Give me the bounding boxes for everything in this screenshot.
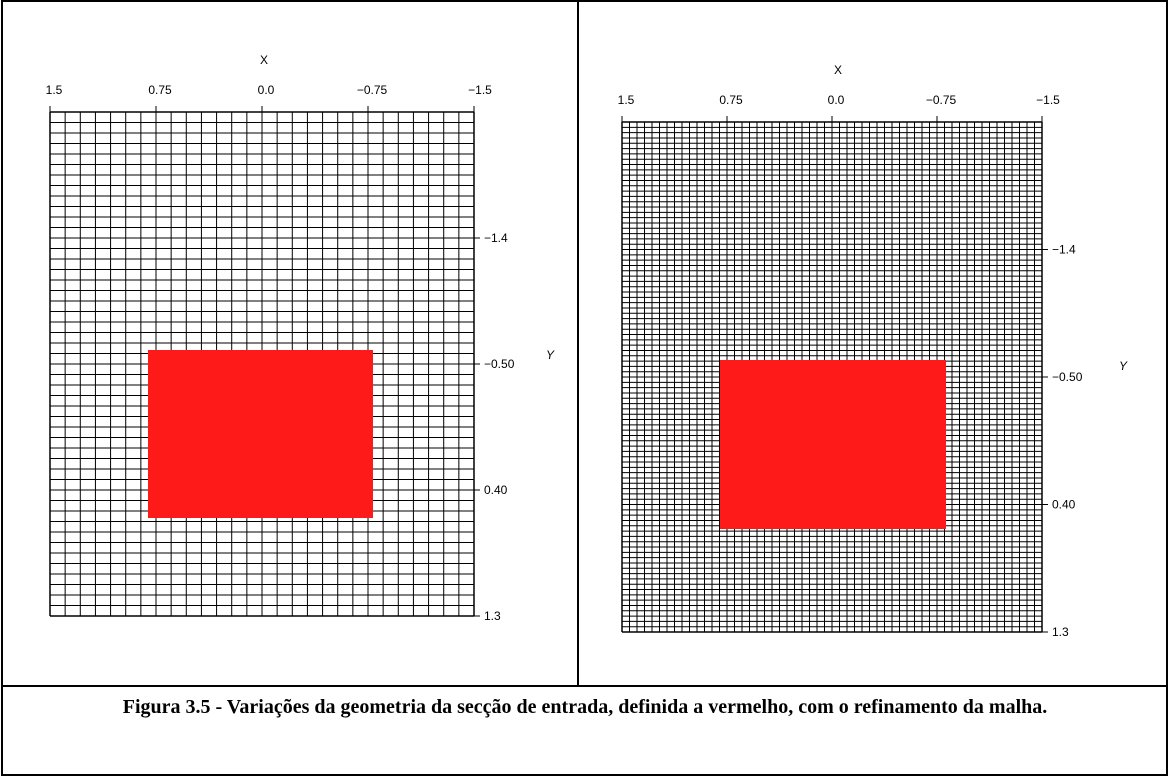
frame-bottom-border [1,774,1168,776]
x-tick-label: 0.0 [258,83,275,97]
mesh-plot-coarse: X Y 1.5 0.75 0.0 −0.75 −1.5 −1.4 −0.50 0… [46,53,555,623]
x-ticks: 1.5 0.75 0.0 −0.75 −1.5 [46,83,493,97]
mesh-plot-refined: X Y 1.5 0.75 0.0 −0.75 −1.5 −1.4 −0.50 0… [618,63,1128,640]
y-tick-label: 0.40 [484,483,508,497]
y-tick-label: −0.50 [1052,370,1083,384]
x-tick-label: 0.0 [828,93,845,107]
x-tick-label: 0.75 [719,93,743,107]
y-tick-label: −1.4 [484,231,508,245]
y-tick-label: 1.3 [484,609,501,623]
x-tick-label: −0.75 [926,93,957,107]
frame-top-border [1,0,1168,2]
x-tick-label: −1.5 [1036,93,1060,107]
x-tick-label: 1.5 [46,83,63,97]
caption-top-border [1,685,1168,687]
y-axis-label: Y [546,348,555,362]
x-tick-label: 1.5 [618,93,635,107]
y-tick-label: −1.4 [1052,243,1076,257]
tick-marks [49,106,480,617]
mesh-panel-refined: X Y 1.5 0.75 0.0 −0.75 −1.5 −1.4 −0.50 0… [579,2,1165,684]
x-tick-label: 0.75 [148,83,172,97]
y-ticks: −1.4 −0.50 0.40 1.3 [484,231,515,623]
mesh-panel-coarse: X Y 1.5 0.75 0.0 −0.75 −1.5 −1.4 −0.50 0… [4,2,576,684]
x-ticks: 1.5 0.75 0.0 −0.75 −1.5 [618,93,1061,107]
y-axis-label: Y [1119,359,1128,373]
x-axis-label: X [260,53,268,67]
x-tick-label: −1.5 [468,83,492,97]
inlet-section [720,360,946,529]
y-tick-label: −0.50 [484,357,515,371]
frame-left-border [1,0,3,776]
inlet-section [148,350,373,518]
y-tick-label: 0.40 [1052,498,1076,512]
figure-caption: Figura 3.5 - Variações da geometria da s… [122,696,1048,718]
panel-divider [577,0,579,686]
x-tick-label: −0.75 [357,83,388,97]
frame-right-border [1166,0,1168,776]
x-axis-label: X [834,63,842,77]
y-tick-label: 1.3 [1052,625,1069,639]
tick-marks [621,116,1048,633]
y-ticks: −1.4 −0.50 0.40 1.3 [1052,243,1083,640]
